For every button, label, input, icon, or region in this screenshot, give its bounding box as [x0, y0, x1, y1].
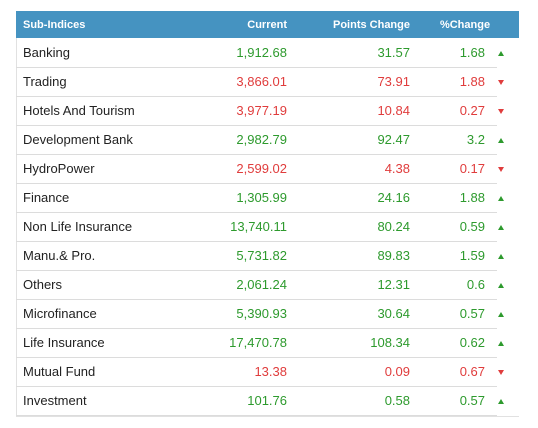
arrow-up-icon [498, 254, 504, 260]
sub-index-name: Microfinance [16, 299, 191, 329]
pct-change-value: 0.57 [411, 386, 497, 416]
arrow-up-icon [498, 283, 504, 289]
trend-cell [497, 125, 519, 154]
table-row[interactable]: Trading 3,866.01 73.91 1.88 [16, 67, 519, 97]
trend-cell [497, 299, 519, 328]
table-row[interactable]: HydroPower 2,599.02 4.38 0.17 [16, 154, 519, 184]
pct-change-value: 3.2 [411, 125, 497, 155]
sub-index-name: HydroPower [16, 154, 191, 184]
pct-change-value: 0.17 [411, 154, 497, 184]
points-change-value: 89.83 [291, 241, 411, 271]
current-value: 13.38 [191, 357, 291, 387]
pct-change-value: 0.6 [411, 270, 497, 300]
current-value: 5,390.93 [191, 299, 291, 329]
current-value: 3,977.19 [191, 96, 291, 126]
points-change-value: 10.84 [291, 96, 411, 126]
trend-cell [497, 154, 519, 183]
header-points-change[interactable]: Points Change [332, 18, 410, 31]
sub-index-name: Non Life Insurance [16, 212, 191, 242]
arrow-up-icon [498, 399, 504, 405]
trend-cell [497, 328, 519, 357]
pct-change-value: 1.68 [411, 38, 497, 68]
current-value: 1,305.99 [191, 183, 291, 213]
header-row: Sub-Indices Current Points Change %Chang… [16, 11, 519, 38]
points-change-value: 0.58 [291, 386, 411, 416]
arrow-up-icon [498, 341, 504, 347]
current-value: 2,061.24 [191, 270, 291, 300]
table-row[interactable]: Hotels And Tourism 3,977.19 10.84 0.27 [16, 96, 519, 126]
points-change-value: 30.64 [291, 299, 411, 329]
pct-change-value: 0.62 [411, 328, 497, 358]
pct-change-value: 1.88 [411, 67, 497, 97]
sub-index-name: Banking [16, 38, 191, 68]
current-value: 2,599.02 [191, 154, 291, 184]
header-current[interactable]: Current [247, 18, 287, 31]
sub-indices-table: Sub-Indices Current Points Change %Chang… [16, 11, 519, 416]
arrow-down-icon [498, 370, 504, 376]
pct-change-value: 0.59 [411, 212, 497, 242]
current-value: 3,866.01 [191, 67, 291, 97]
points-change-value: 73.91 [291, 67, 411, 97]
trend-cell [497, 183, 519, 212]
trend-cell [497, 241, 519, 270]
trend-cell [497, 357, 519, 386]
sub-index-name: Mutual Fund [16, 357, 191, 387]
current-value: 1,912.68 [191, 38, 291, 68]
current-value: 2,982.79 [191, 125, 291, 155]
trend-cell [497, 96, 519, 125]
table-row[interactable]: Microfinance 5,390.93 30.64 0.57 [16, 299, 519, 329]
pct-change-value: 0.57 [411, 299, 497, 329]
pct-change-value: 0.27 [411, 96, 497, 126]
sub-index-name: Life Insurance [16, 328, 191, 358]
points-change-value: 24.16 [291, 183, 411, 213]
table-row[interactable]: Non Life Insurance 13,740.11 80.24 0.59 [16, 212, 519, 242]
trend-cell [497, 386, 519, 415]
table-row[interactable]: Mutual Fund 13.38 0.09 0.67 [16, 357, 519, 387]
trend-cell [497, 38, 519, 67]
current-value: 17,470.78 [191, 328, 291, 358]
arrow-up-icon [498, 51, 504, 57]
current-value: 5,731.82 [191, 241, 291, 271]
trend-cell [497, 212, 519, 241]
arrow-up-icon [498, 138, 504, 144]
sub-index-name: Investment [16, 386, 191, 416]
pct-change-value: 0.67 [411, 357, 497, 387]
arrow-up-icon [498, 196, 504, 202]
header-sub-indices[interactable]: Sub-Indices [23, 18, 86, 31]
table-row[interactable]: Banking 1,912.68 31.57 1.68 [16, 38, 519, 68]
sub-index-name: Finance [16, 183, 191, 213]
points-change-value: 31.57 [291, 38, 411, 68]
sub-index-name: Others [16, 270, 191, 300]
table-row[interactable]: Investment 101.76 0.58 0.57 [16, 386, 519, 416]
sub-index-name: Manu.& Pro. [16, 241, 191, 271]
table-row[interactable]: Development Bank 2,982.79 92.47 3.2 [16, 125, 519, 155]
table-row[interactable]: Manu.& Pro. 5,731.82 89.83 1.59 [16, 241, 519, 271]
points-change-value: 92.47 [291, 125, 411, 155]
header-pct-change[interactable]: %Change [439, 18, 491, 31]
points-change-value: 4.38 [291, 154, 411, 184]
sub-index-name: Trading [16, 67, 191, 97]
arrow-up-icon [498, 312, 504, 318]
arrow-up-icon [498, 225, 504, 231]
trend-cell [497, 67, 519, 96]
points-change-value: 108.34 [291, 328, 411, 358]
sub-index-name: Development Bank [16, 125, 191, 155]
table-row[interactable]: Others 2,061.24 12.31 0.6 [16, 270, 519, 300]
arrow-down-icon [498, 109, 504, 115]
current-value: 101.76 [191, 386, 291, 416]
points-change-value: 0.09 [291, 357, 411, 387]
arrow-down-icon [498, 167, 504, 173]
table-body: Banking 1,912.68 31.57 1.68 Trading 3,866.01 7… [16, 38, 519, 416]
points-change-value: 12.31 [291, 270, 411, 300]
pct-change-value: 1.88 [411, 183, 497, 213]
pct-change-value: 1.59 [411, 241, 497, 271]
arrow-down-icon [498, 80, 504, 86]
sub-index-name: Hotels And Tourism [16, 96, 191, 126]
table-row[interactable]: Life Insurance 17,470.78 108.34 0.62 [16, 328, 519, 358]
table-header: Sub-Indices Current Points Change %Chang… [16, 11, 519, 38]
current-value: 13,740.11 [191, 212, 291, 242]
trend-cell [497, 270, 519, 299]
points-change-value: 80.24 [291, 212, 411, 242]
table-row[interactable]: Finance 1,305.99 24.16 1.88 [16, 183, 519, 213]
